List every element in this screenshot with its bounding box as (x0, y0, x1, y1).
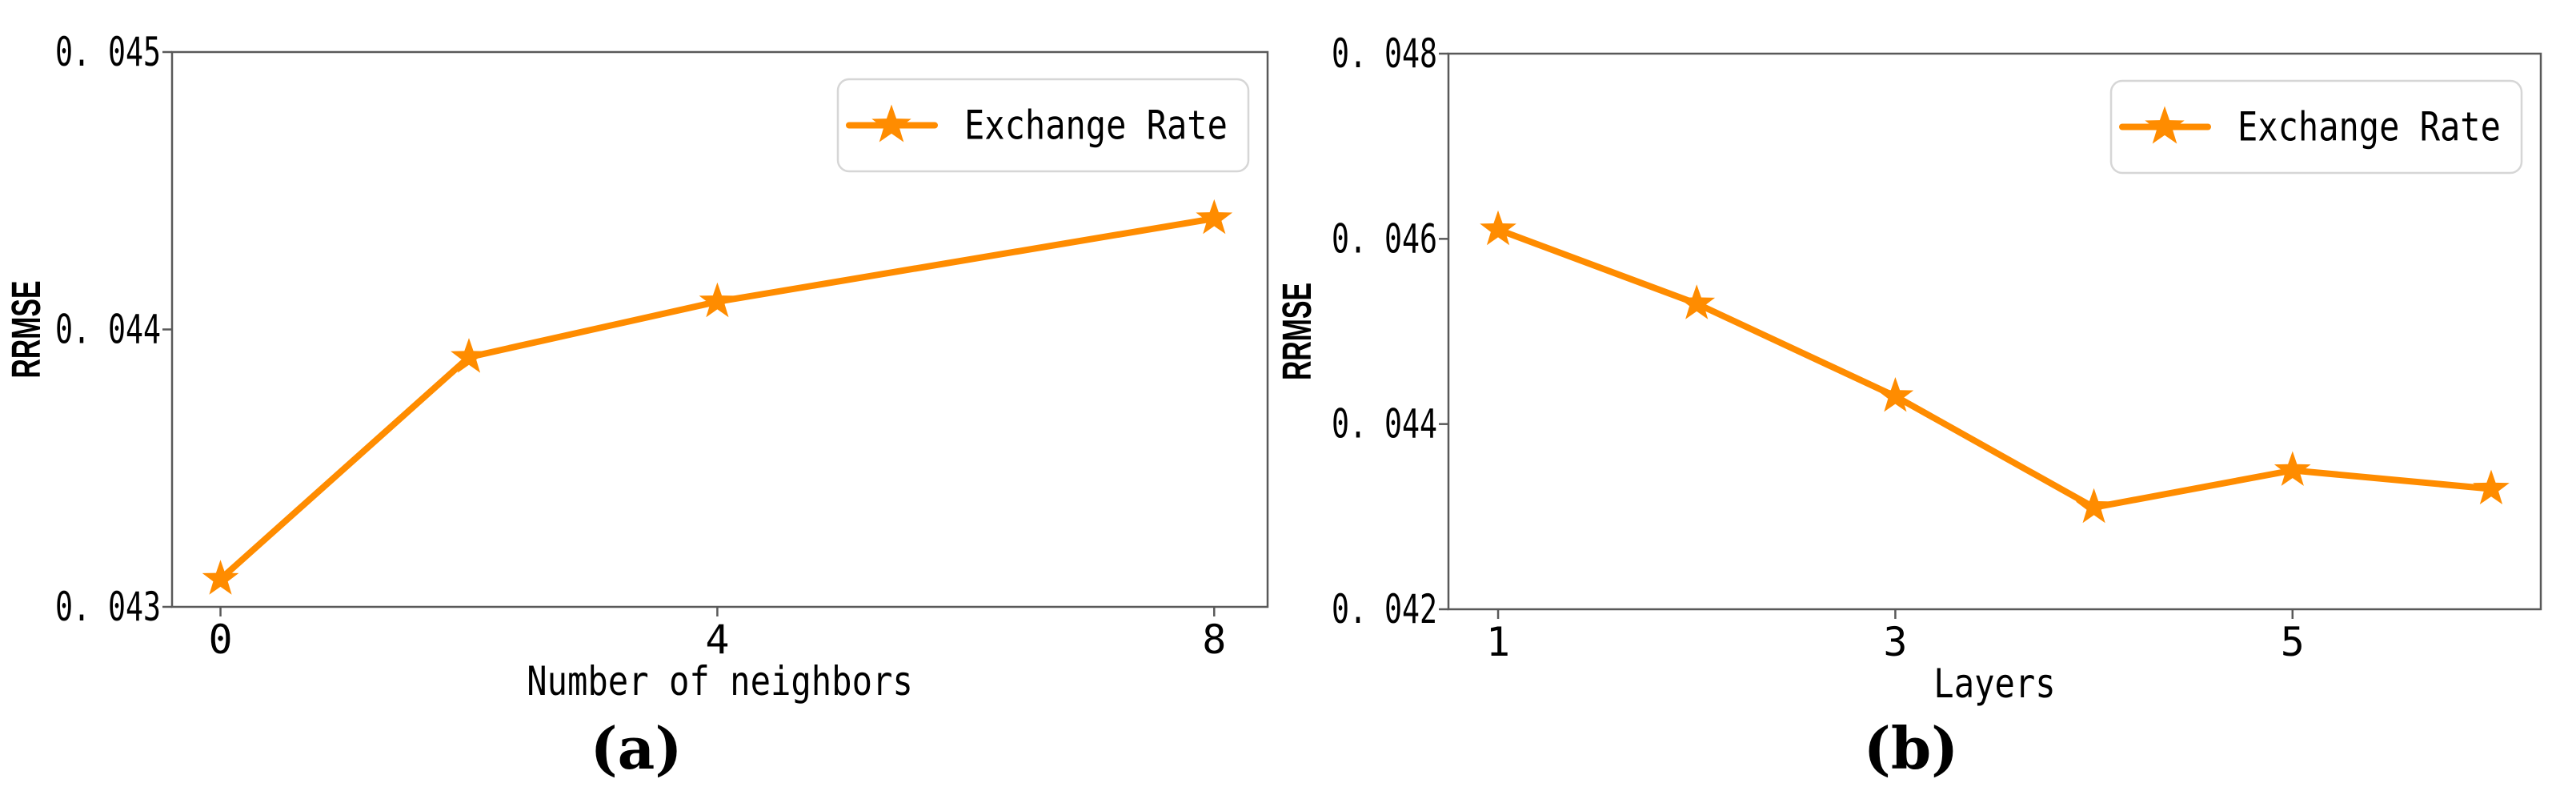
legend-box (2109, 79, 2523, 175)
data-point-star-icon (1196, 199, 1233, 235)
chart-a: 0 4 8 0. 043 0. 044 0. 045 Number of neighbors… (3, 29, 1269, 782)
y-tick-label: 0. 046 (1332, 215, 1437, 262)
y-tick-label: 0. 045 (55, 29, 161, 75)
series-line-exchange-rate (217, 215, 1218, 583)
data-point-star-icon (451, 338, 487, 373)
data-point-star-icon (1877, 377, 1914, 412)
data-point-star-icon (2274, 451, 2311, 486)
data-point-star-icon (1480, 210, 1516, 246)
data-point-star-icon (699, 282, 736, 318)
legend-star-icon (2145, 106, 2185, 144)
chart-b: 1 3 5 0. 042 0. 044 0. 046 0. 048 Layers RRMSE Ex… (1274, 30, 2542, 782)
subfigure-caption: (b) (1864, 714, 1958, 782)
y-tick-label: 0. 042 (1332, 586, 1437, 632)
data-point-star-icon (2075, 488, 2113, 524)
x-tick-label: 0 (208, 616, 232, 663)
y-tick-label: 0. 044 (1332, 401, 1437, 448)
legend-label: Exchange Rate (964, 102, 1228, 149)
plot-frame (1447, 52, 2542, 611)
y-axis-label: RRMSE (1274, 283, 1320, 380)
legend: Exchange Rate (2109, 79, 2523, 175)
y-tick-label: 0. 044 (55, 307, 161, 353)
data-point-star-icon (202, 560, 239, 595)
legend-label: Exchange Rate (2237, 104, 2501, 151)
y-tick-label: 0. 043 (55, 584, 161, 630)
x-tick-label: 8 (1202, 616, 1226, 663)
x-axis-label: Layers (1933, 660, 2055, 707)
data-point-star-icon (2473, 469, 2510, 504)
x-tick-label: 3 (1883, 619, 1907, 665)
subfigure-caption: (a) (591, 714, 683, 782)
x-tick-label: 5 (2281, 619, 2305, 665)
x-tick-label: 4 (705, 616, 729, 663)
x-axis-label: Number of neighbors (527, 658, 913, 705)
series-line-exchange-rate (1495, 226, 2494, 511)
y-tick-label: 0. 048 (1332, 30, 1437, 77)
data-point-star-icon (1678, 284, 1716, 319)
y-axis-label: RRMSE (3, 281, 49, 379)
legend-box (836, 78, 1250, 173)
legend-star-icon (871, 104, 911, 143)
legend: Exchange Rate (836, 78, 1250, 173)
x-tick-label: 1 (1486, 619, 1510, 665)
